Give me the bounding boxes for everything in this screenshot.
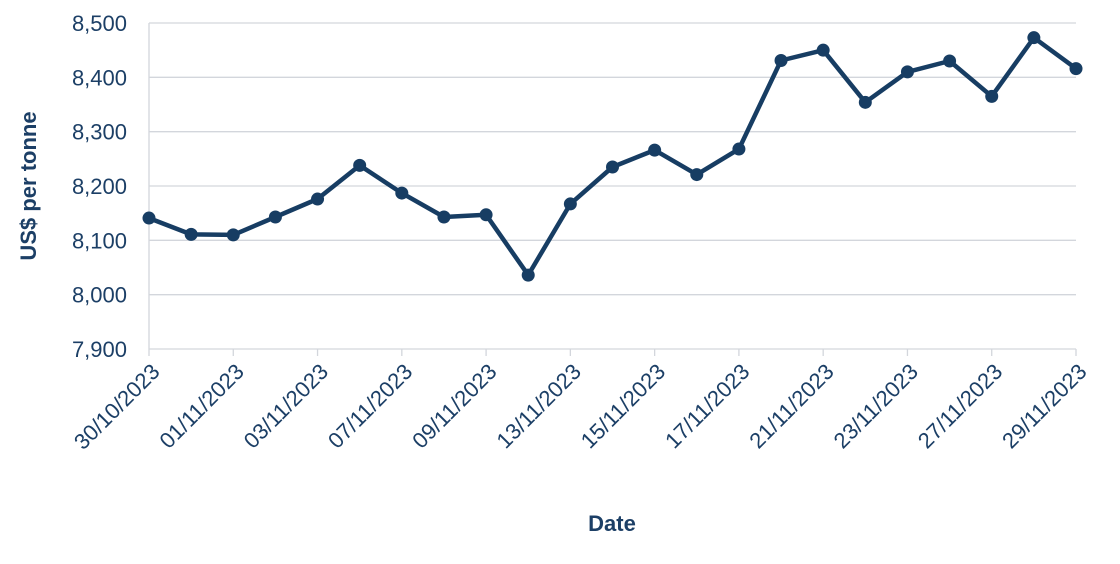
data-point [606,160,619,174]
data-point [1027,31,1041,45]
series-line [146,35,1079,278]
y-tick-label: 8,500 [72,11,127,36]
y-tick-label: 7,900 [72,337,127,362]
data-point [985,89,999,103]
y-tick-label: 8,300 [72,120,127,145]
y-tick-label: 8,100 [72,228,127,253]
data-point [1069,62,1083,76]
gridlines [148,22,1076,350]
x-axis-ticks: 30/10/202301/11/202303/11/202307/11/2023… [69,349,1092,454]
data-point [437,210,451,224]
y-axis-ticks: 7,900 8,000 8,100 8,200 8,300 8,400 8,500 [72,11,127,362]
x-tick-label: 03/11/2023 [239,359,333,453]
x-tick-label: 27/11/2023 [913,359,1007,453]
y-tick-label: 8,200 [72,174,127,199]
x-tick-label: 09/11/2023 [407,359,501,453]
x-tick-label: 01/11/2023 [154,359,248,453]
x-axis-title: Date [588,511,636,536]
data-point [311,192,325,206]
data-point [184,227,198,241]
data-point [353,158,367,172]
x-tick-label: 30/10/2023 [69,359,165,455]
data-point [816,43,830,57]
x-tick-label: 15/11/2023 [576,359,670,453]
data-point [732,142,746,156]
data-point [774,53,788,67]
data-point [521,268,535,282]
data-point [900,65,914,79]
data-point [226,228,240,242]
data-point [563,197,577,211]
data-point [648,143,662,157]
data-point [142,211,156,225]
data-point [690,168,704,182]
y-tick-label: 8,400 [72,65,127,90]
x-tick-label: 21/11/2023 [744,359,838,453]
y-axis-title: US$ per tonne [16,111,41,260]
x-tick-label: 23/11/2023 [829,359,923,453]
x-tick-label: 13/11/2023 [492,359,586,453]
data-point [395,186,409,200]
data-point [268,210,282,224]
data-point [858,95,872,109]
x-tick-label: 07/11/2023 [323,359,417,453]
series-group [142,31,1083,282]
x-tick-label: 17/11/2023 [660,359,754,453]
data-point [479,208,493,222]
y-tick-label: 8,000 [72,283,127,308]
data-point [943,54,957,68]
x-tick-label: 29/11/2023 [997,359,1091,453]
